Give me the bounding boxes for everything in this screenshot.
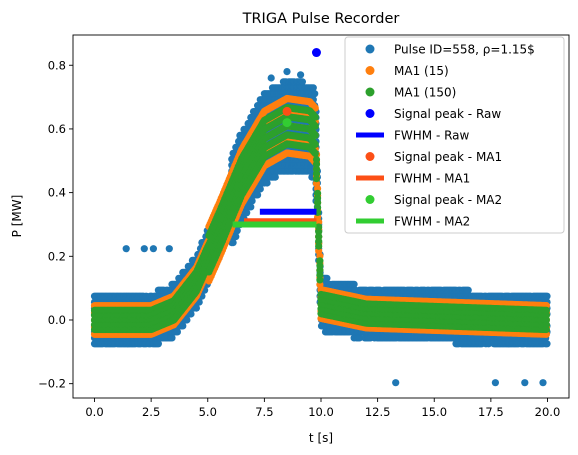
raw-outlier-point (539, 379, 547, 387)
raw-outlier-point (392, 379, 400, 387)
raw-point (243, 209, 251, 217)
raw-outlier-point (165, 245, 173, 253)
raw-outlier-point (297, 71, 305, 79)
raw-point (173, 328, 181, 336)
raw-outlier-point (149, 245, 157, 253)
raw-point (485, 340, 493, 348)
raw-outlier-point (267, 74, 275, 82)
raw-point (254, 191, 262, 199)
raw-point (543, 292, 551, 300)
raw-point (233, 227, 241, 235)
raw-point (229, 239, 237, 247)
raw-point (464, 286, 472, 294)
raw-point (271, 173, 279, 181)
raw-point (311, 90, 319, 98)
raw-point (350, 280, 358, 288)
raw-point (298, 78, 306, 86)
plot-area (90, 48, 551, 387)
raw-point (543, 340, 551, 348)
raw-point (355, 334, 364, 342)
raw-point (154, 340, 162, 348)
raw-point (187, 310, 195, 318)
raw-point (263, 179, 271, 187)
raw-outlier-point (122, 245, 130, 253)
raw-point (232, 233, 240, 241)
chart-title: TRIGA Pulse Recorder (242, 11, 400, 27)
raw-outlier-point (140, 245, 148, 253)
raw-point (309, 84, 317, 92)
raw-point (247, 203, 255, 211)
raw-outlier-point (521, 379, 529, 387)
raw-point (179, 322, 187, 330)
raw-point (192, 304, 200, 312)
raw-point (248, 197, 256, 205)
raw-point (168, 334, 176, 342)
raw-outlier-point (283, 68, 291, 76)
raw-point (323, 274, 331, 282)
raw-outlier-point (491, 379, 499, 387)
raw-point (183, 316, 191, 324)
raw-point (256, 185, 264, 193)
